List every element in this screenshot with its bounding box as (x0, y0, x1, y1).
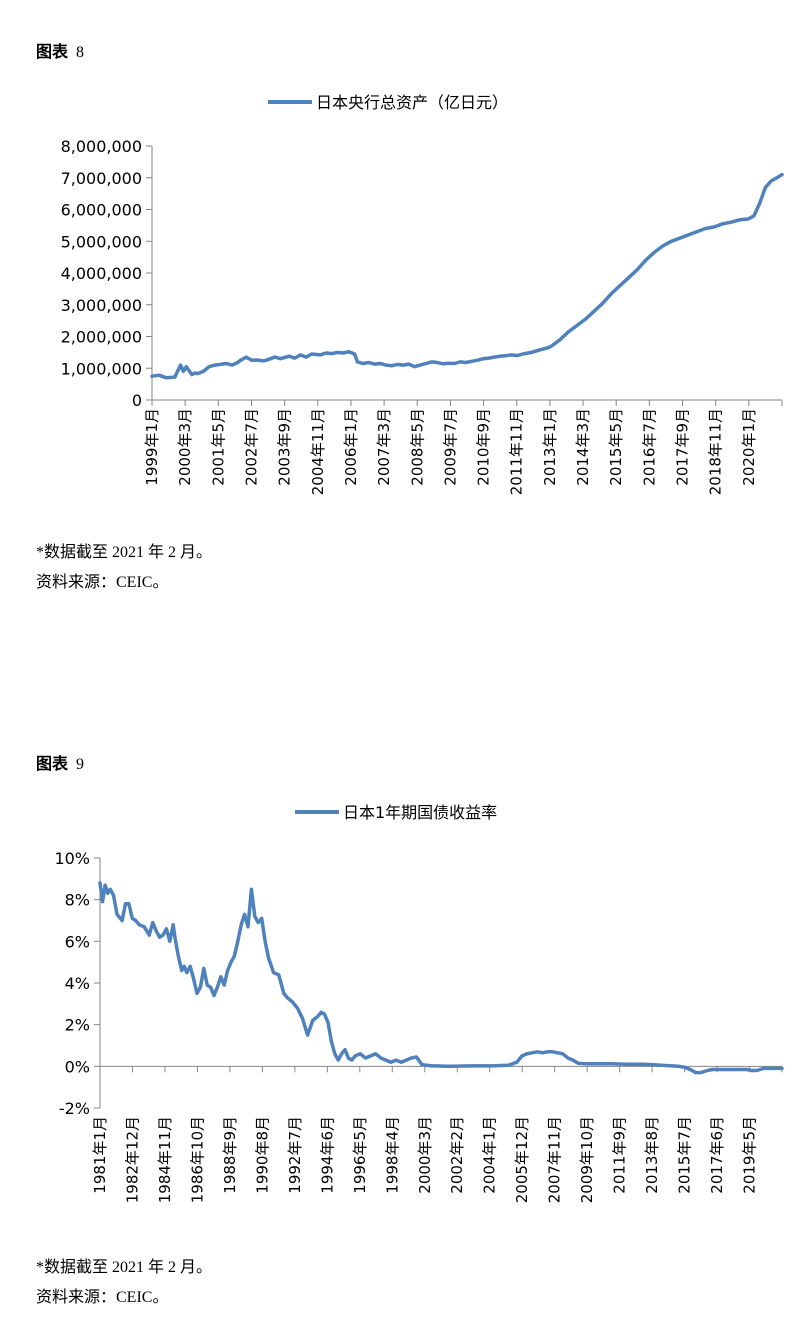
x-tick-label: 2000年3月 (416, 1116, 434, 1194)
x-tick-label: 1994年6月 (318, 1116, 336, 1194)
y-tick-label: 2% (65, 1016, 90, 1035)
x-tick-label: 2011年11月 (508, 408, 526, 495)
source-note: 资料来源：CEIC。 (36, 574, 169, 591)
x-tick-label: 2004年1月 (481, 1116, 499, 1194)
y-tick-label: 0% (65, 1057, 90, 1076)
x-tick-label: 2016年7月 (640, 408, 658, 486)
x-tick-label: 1986年10月 (188, 1116, 206, 1203)
x-tick-label: 1984年11月 (156, 1116, 174, 1203)
x-tick-label: 2013年8月 (643, 1116, 661, 1194)
x-tick-label: 2013年1月 (541, 408, 559, 486)
legend-label: 日本央行总资产（亿日元） (316, 93, 508, 112)
figure-number: 8 (76, 44, 85, 61)
y-tick-label: 10% (54, 849, 90, 868)
x-tick-label: 1992年7月 (286, 1116, 304, 1194)
x-tick-label: 2005年12月 (513, 1116, 531, 1203)
x-tick-label: 2007年11月 (546, 1116, 564, 1203)
y-tick-label: 6,000,000 (61, 201, 142, 220)
x-tick-label: 2017年9月 (674, 408, 692, 486)
x-tick-label: 1996年5月 (351, 1116, 369, 1194)
figure-9-title: 图表 9 (36, 750, 84, 774)
x-tick-label: 2009年7月 (441, 408, 459, 486)
x-tick-label: 2006年1月 (342, 408, 360, 486)
y-tick-label: 3,000,000 (61, 296, 142, 315)
x-tick-label: 2018年11月 (707, 408, 725, 495)
series-line (98, 881, 784, 1075)
x-tick-label: 1990年8月 (253, 1116, 271, 1194)
figure-number: 9 (76, 756, 85, 773)
source-note: 资料来源：CEIC。 (36, 1289, 169, 1306)
x-tick-label: 2019年5月 (741, 1116, 759, 1194)
x-tick-label: 1982年12月 (123, 1116, 141, 1203)
x-tick-label: 2017年6月 (708, 1116, 726, 1194)
x-tick-label: 2014年3月 (574, 408, 592, 486)
figure-label: 图表 (36, 754, 69, 773)
y-tick-label: 6% (65, 932, 90, 951)
x-tick-label: 2015年5月 (607, 408, 625, 486)
x-tick-label: 1981年1月 (91, 1116, 109, 1194)
x-tick-label: 2001年5月 (209, 408, 227, 486)
x-tick-label: 2003年9月 (276, 408, 294, 486)
x-tick-label: 2009年10月 (578, 1116, 596, 1203)
y-tick-label: 2,000,000 (61, 328, 142, 347)
figure-8-title: 图表 8 (36, 38, 84, 62)
x-tick-label: 2011年9月 (611, 1116, 629, 1194)
x-tick-label: 1988年9月 (221, 1116, 239, 1194)
y-tick-label: 4% (65, 974, 90, 993)
x-tick-label: 2015年7月 (676, 1116, 694, 1194)
y-tick-label: 1,000,000 (61, 359, 142, 378)
y-tick-label: 4,000,000 (61, 264, 142, 283)
y-tick-label: 5,000,000 (61, 232, 142, 251)
figure-label: 图表 (36, 42, 69, 61)
figure-9-notes: *数据截至 2021 年 2 月。 资料来源：CEIC。 (36, 1253, 212, 1313)
x-tick-label: 2007年3月 (375, 408, 393, 486)
y-tick-label: 8% (65, 891, 90, 910)
series-line (150, 172, 784, 380)
y-tick-label: 8,000,000 (61, 137, 142, 156)
x-tick-label: 1998年4月 (383, 1116, 401, 1194)
chart-jgb-1y-yield: 日本1年期国债收益率 -2% 0% 2% 4% 6% 8% 10% 1981年1月 1982年12… (54, 803, 784, 1203)
x-tick-label: 1999年1月 (143, 408, 161, 486)
chart-boj-assets: 日本央行总资产（亿日元） 0 1,000,000 2,000,000 3,000,000… (61, 93, 784, 495)
legend-label: 日本1年期国债收益率 (343, 803, 497, 822)
x-tick-label: 2000年3月 (176, 408, 194, 486)
x-tick-label: 2004年11月 (309, 408, 327, 495)
x-tick-label: 2002年2月 (448, 1116, 466, 1194)
y-tick-label: 0 (132, 391, 142, 410)
data-cutoff-note: *数据截至 2021 年 2 月。 (36, 1259, 213, 1276)
y-tick-label: -2% (59, 1099, 90, 1118)
x-tick-label: 2020年1月 (740, 408, 758, 486)
figure-8-notes: *数据截至 2021 年 2 月。 资料来源：CEIC。 (36, 538, 212, 598)
y-tick-label: 7,000,000 (61, 169, 142, 188)
x-tick-label: 2008年5月 (408, 408, 426, 486)
x-tick-label: 2010年9月 (475, 408, 493, 486)
x-tick-label: 2002年7月 (242, 408, 260, 486)
data-cutoff-note: *数据截至 2021 年 2 月。 (36, 544, 213, 561)
